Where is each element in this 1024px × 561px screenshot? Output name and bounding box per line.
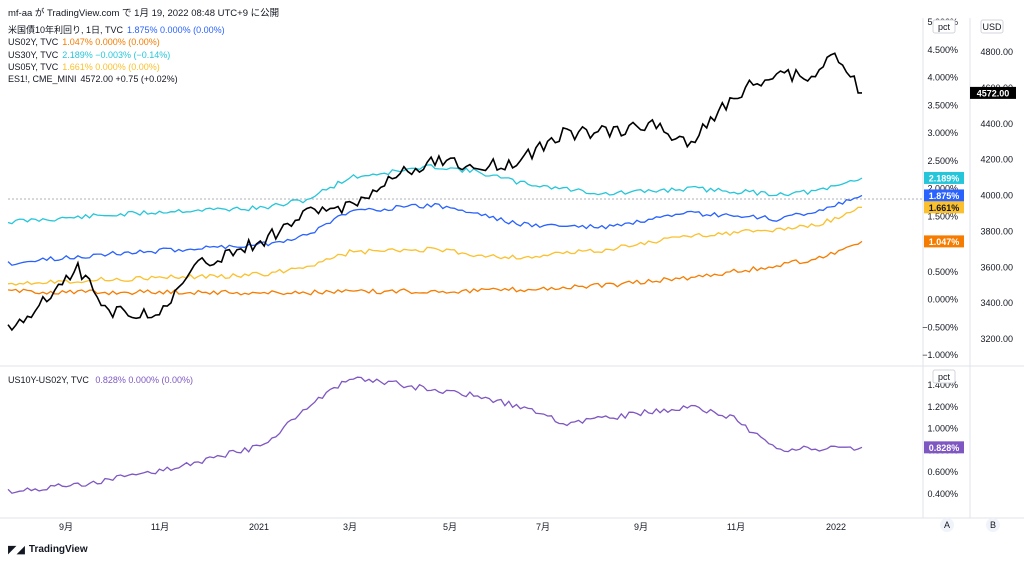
spread-tick: 0.400% <box>927 489 958 499</box>
usd-tick: 3600.00 <box>980 262 1013 272</box>
last-value-tag <box>924 201 964 214</box>
legend-values: 4572.00 +0.75 (+0.02%) <box>80 74 178 85</box>
legend-values: 1.661% 0.000% (0.00%) <box>62 61 160 72</box>
last-value-text: 1.661% <box>929 203 960 213</box>
last-value-tag <box>970 86 1016 99</box>
usd-tick: 3800.00 <box>980 226 1013 236</box>
legend-name: US10Y-US02Y, TVC <box>8 375 89 385</box>
tradingview-logo[interactable]: ◤◢ TradingView <box>8 543 88 556</box>
series-layer <box>7 52 863 494</box>
usd-tick: 3400.00 <box>980 298 1013 308</box>
spread-tick: 1.200% <box>927 402 958 412</box>
usd-tick: 3200.00 <box>980 334 1013 344</box>
spread-tick: 0.600% <box>927 467 958 477</box>
usd-scale-label: USD <box>982 22 1002 32</box>
legend-values: 2.189% −0.003% (−0.14%) <box>62 49 171 60</box>
time-tick: 2022 <box>826 522 846 532</box>
series-us02y[interactable] <box>7 240 863 296</box>
legend-name: US05Y, TVC <box>8 61 59 72</box>
pct-tick: 1.500% <box>927 211 958 221</box>
series-us05y[interactable] <box>7 206 863 286</box>
pct-tick: 0.500% <box>927 267 958 277</box>
last-value-tag <box>924 171 964 184</box>
time-tick: 3月 <box>343 522 357 532</box>
pct-tick: −1.000% <box>922 350 958 360</box>
series-es1[interactable] <box>7 52 862 332</box>
pct-tick: 3.000% <box>927 128 958 138</box>
time-tick: 2021 <box>249 522 269 532</box>
last-value-text: 2.189% <box>929 173 960 183</box>
chart-area[interactable]: 5.000%4.500%4.000%3.500%3.000%2.500%2.00… <box>0 18 1024 543</box>
usd-tick: 4200.00 <box>980 155 1013 165</box>
legend-name: US02Y, TVC <box>8 37 59 48</box>
last-value-text: 4572.00 <box>977 88 1010 98</box>
brand-label: TradingView <box>28 544 88 555</box>
spread-scale-label: pct <box>938 372 951 382</box>
time-tick: 11月 <box>151 522 169 532</box>
log-scale-button[interactable] <box>986 518 1000 532</box>
last-value-text: 1.047% <box>929 237 960 247</box>
series-us30y[interactable] <box>7 164 863 225</box>
spread-tick: 1.400% <box>927 380 958 390</box>
legend-name: 米国債10年利回り, 1日, TVC <box>8 25 124 35</box>
last-value-tags: 2.189% 1.875% 1.661% 1.047% 4572.00 0.828% <box>924 86 1016 454</box>
legend-row: 米国債10年利回り, 1日, TVC 1.875% 0.000% (0.00%) <box>8 24 225 37</box>
time-tick: 9月 <box>634 522 648 532</box>
usd-tick: 4800.00 <box>980 47 1013 57</box>
legend-row: US05Y, TVC 1.661% 0.000% (0.00%) <box>8 61 160 74</box>
pct-tick: 3.500% <box>927 100 958 110</box>
auto-scale-button[interactable] <box>940 518 954 532</box>
published-caption: mf-aa が TradingView.com で 1月 19, 2022 08… <box>8 8 280 19</box>
legend-values: 1.047% 0.000% (0.00%) <box>62 37 160 48</box>
spread-tick: 1.000% <box>927 424 958 434</box>
pct-tick: 2.500% <box>927 156 958 166</box>
auto-scale-label: A <box>944 520 950 530</box>
last-value-tag <box>924 235 964 248</box>
time-tick: 7月 <box>536 522 550 532</box>
legend-values: 0.828% 0.000% (0.00%) <box>95 375 193 385</box>
legend-name: US30Y, TVC <box>8 49 59 60</box>
pct-tick: 2.000% <box>927 184 958 194</box>
pct-tick: −0.500% <box>922 322 958 332</box>
legend-row: ES1!, CME_MINI 4572.00 +0.75 (+0.02%) <box>8 73 178 86</box>
pct-tick: 4.500% <box>927 45 958 55</box>
last-value-tag <box>924 441 964 454</box>
last-value-text: 0.828% <box>929 443 960 453</box>
last-value-text: 1.875% <box>929 191 960 201</box>
time-tick: 11月 <box>727 522 745 532</box>
usd-tick: 4000.00 <box>980 191 1013 201</box>
pct-tick: 4.000% <box>927 73 958 83</box>
usd-tick: 4400.00 <box>980 119 1013 129</box>
pct-scale-label: pct <box>938 22 951 32</box>
log-scale-label: B <box>990 520 996 530</box>
legend-values: 1.875% 0.000% (0.00%) <box>127 25 225 35</box>
spread-scale-label-box[interactable] <box>932 369 956 384</box>
last-value-tag <box>924 189 964 202</box>
pct-scale-label-box[interactable] <box>932 19 956 34</box>
series-us10y[interactable] <box>7 194 863 266</box>
legend-name: ES1!, CME_MINI <box>8 74 77 85</box>
time-tick: 5月 <box>443 522 457 532</box>
tv-logo-icon: ◤◢ <box>8 544 25 556</box>
legend-row: US30Y, TVC 2.189% −0.003% (−0.14%) <box>8 49 170 62</box>
legend-bottom: US10Y-US02Y, TVC 0.828% 0.000% (0.00%) <box>8 374 193 387</box>
legend-row: US02Y, TVC 1.047% 0.000% (0.00%) <box>8 36 160 49</box>
usd-scale-label-box[interactable] <box>980 19 1004 34</box>
pct-tick: 0.000% <box>927 295 958 305</box>
series-spread[interactable] <box>7 376 863 494</box>
time-tick: 9月 <box>59 522 73 532</box>
